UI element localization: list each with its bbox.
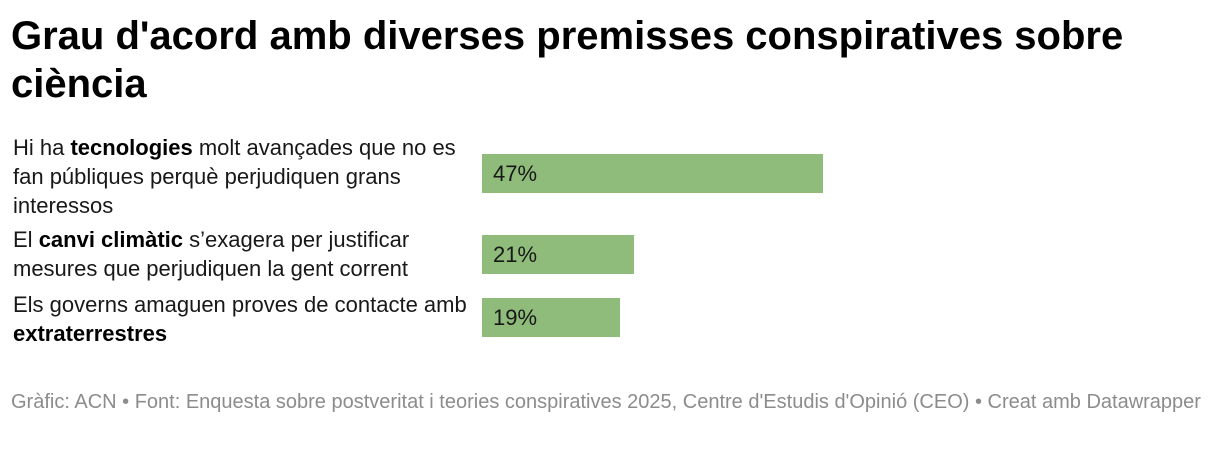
bar-1 — [482, 154, 823, 193]
category-label-3: Els governs amaguen proves de contacte a… — [13, 290, 473, 348]
category-label-text: Hi ha — [13, 135, 71, 160]
chart-title: Grau d'acord amb diverses premisses cons… — [11, 14, 1124, 106]
category-label-keyword: tecnologies — [70, 135, 193, 160]
category-label-text: molt avançades que no es fan públiques p… — [13, 135, 456, 218]
category-label-1: Hi ha tecnologies molt avançades que no … — [13, 133, 473, 220]
category-label-text: El — [13, 227, 39, 252]
value-label-1: 47% — [493, 161, 538, 186]
category-label-2: El canvi climàtic s’exagera per justific… — [13, 225, 473, 283]
category-label-text: s’exagera per justificar mesures que per… — [13, 227, 410, 281]
bar-3 — [482, 298, 620, 337]
chart-footer: Gràfic: ACN • Font: Enquesta sobre postv… — [11, 391, 1201, 413]
category-label-text: Els governs amaguen proves de contacte a… — [13, 292, 467, 317]
value-label-3: 19% — [493, 305, 538, 330]
category-label-keyword: extraterrestres — [13, 321, 168, 346]
bar-2 — [482, 235, 634, 274]
category-label-keyword: canvi climàtic — [38, 227, 183, 252]
value-label-2: 21% — [493, 242, 538, 267]
